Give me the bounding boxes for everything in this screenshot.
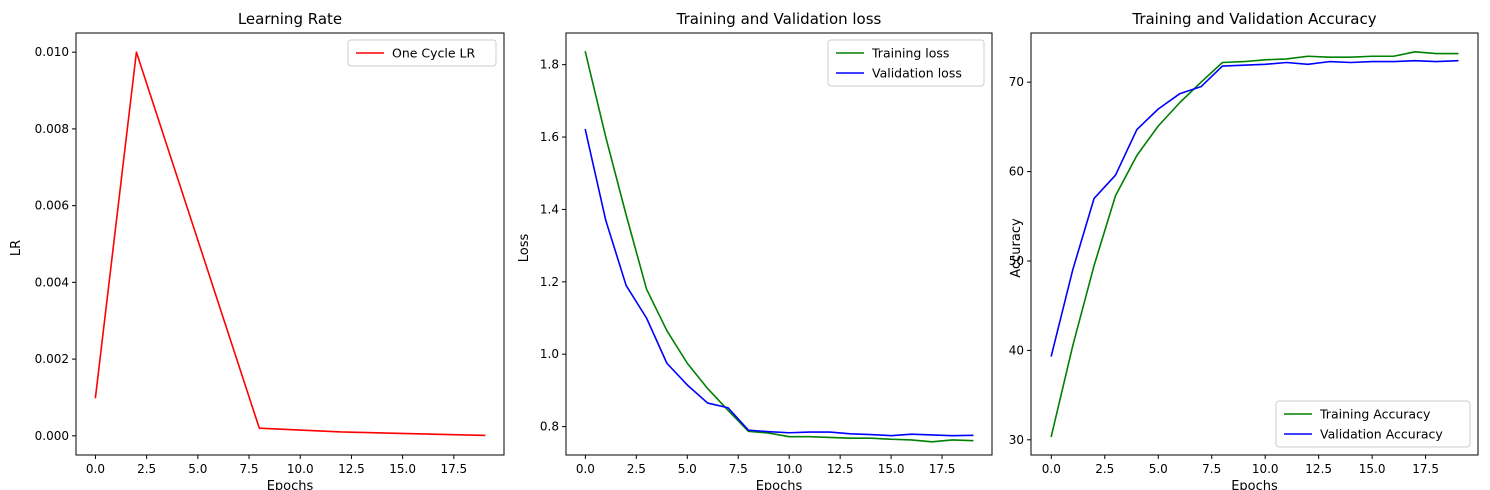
x-tick-label: 12.5 <box>338 462 365 476</box>
x-tick-label: 7.5 <box>1202 462 1221 476</box>
legend-box <box>827 39 985 87</box>
y-tick-label: 1.2 <box>540 275 559 289</box>
chart-title: Training and Validation Accuracy <box>1131 10 1376 28</box>
x-tick-label: 5.0 <box>188 462 207 476</box>
y-tick-label: 30 <box>1009 433 1024 447</box>
series-line-one-cycle-lr <box>94 51 486 437</box>
y-tick-label: 0.000 <box>35 429 69 443</box>
series-line-validation-accuracy <box>1050 59 1459 357</box>
chart-title: Training and Validation loss <box>676 10 882 28</box>
x-tick-label: 0.0 <box>1042 462 1061 476</box>
legend-box <box>347 39 497 67</box>
x-tick-label: 2.5 <box>1095 462 1114 476</box>
legend-label: Training Accuracy <box>1319 407 1431 422</box>
x-axis-label: Epochs <box>1231 479 1278 490</box>
y-tick-label: 1.8 <box>540 58 559 72</box>
plot-frame <box>1030 32 1479 456</box>
x-tick-label: 2.5 <box>137 462 156 476</box>
x-tick-label: 0.0 <box>86 462 105 476</box>
x-tick-label: 15.0 <box>389 462 416 476</box>
series-line-validation-loss <box>584 128 974 437</box>
x-tick-label: 5.0 <box>1149 462 1168 476</box>
legend-label: Training loss <box>871 46 949 61</box>
y-tick-label: 60 <box>1009 165 1024 179</box>
y-tick-label: 1.0 <box>540 347 559 361</box>
y-tick-label: 0.010 <box>35 45 69 59</box>
y-tick-label: 0.002 <box>35 352 69 366</box>
x-axis-label: Epochs <box>267 479 314 490</box>
x-tick-label: 17.5 <box>1412 462 1439 476</box>
x-tick-label: 10.0 <box>1252 462 1279 476</box>
x-tick-label: 15.0 <box>1359 462 1386 476</box>
x-tick-label: 10.0 <box>776 462 803 476</box>
x-tick-label: 7.5 <box>239 462 258 476</box>
y-tick-label: 0.006 <box>35 199 69 213</box>
y-tick-label: 1.4 <box>540 202 559 216</box>
chart-1: Learning Rate 0.0 2.5 5.0 7.5 10.0 12.5 15.0 17.… <box>9 10 505 490</box>
x-tick-label: 10.0 <box>287 462 314 476</box>
x-tick-label: 17.5 <box>440 462 467 476</box>
legend: Training loss Validation loss <box>827 39 985 87</box>
legend-label: Validation Accuracy <box>1320 427 1443 442</box>
x-tick-label: 7.5 <box>729 462 748 476</box>
x-tick-label: 17.5 <box>929 462 956 476</box>
legend-box <box>1275 400 1471 448</box>
y-axis-label: LR <box>9 240 24 256</box>
plot-frame <box>565 32 993 456</box>
y-tick-label: 1.6 <box>540 130 559 144</box>
chart-3: Training and Validation Accuracy 0.0 2.5 5.… <box>1009 10 1479 490</box>
chart-2: Training and Validation loss 0.0 2.5 5.0 7.5… <box>517 10 993 490</box>
y-axis-label: Accuracy <box>1009 218 1024 278</box>
legend-label: Validation loss <box>872 66 962 81</box>
plot-frame <box>75 32 505 456</box>
series-line-training-accuracy <box>1050 50 1459 438</box>
x-tick-label: 2.5 <box>627 462 646 476</box>
legend: Training Accuracy Validation Accuracy <box>1275 400 1471 448</box>
y-tick-label: 70 <box>1009 75 1024 89</box>
x-axis-label: Epochs <box>756 479 803 490</box>
y-tick-label: 0.8 <box>540 420 559 434</box>
x-tick-label: 5.0 <box>678 462 697 476</box>
x-tick-label: 12.5 <box>827 462 854 476</box>
y-axis-label: Loss <box>517 234 532 263</box>
series-line-training-loss <box>584 51 974 443</box>
x-tick-label: 12.5 <box>1305 462 1332 476</box>
y-tick-label: 0.008 <box>35 122 69 136</box>
y-tick-label: 50 <box>1009 254 1024 268</box>
legend-label: One Cycle LR <box>392 46 476 61</box>
chart-title: Learning Rate <box>238 10 342 28</box>
x-tick-label: 15.0 <box>878 462 905 476</box>
x-tick-label: 0.0 <box>576 462 595 476</box>
legend: One Cycle LR <box>347 39 497 67</box>
y-tick-label: 40 <box>1009 343 1024 357</box>
y-tick-label: 0.004 <box>35 275 69 289</box>
